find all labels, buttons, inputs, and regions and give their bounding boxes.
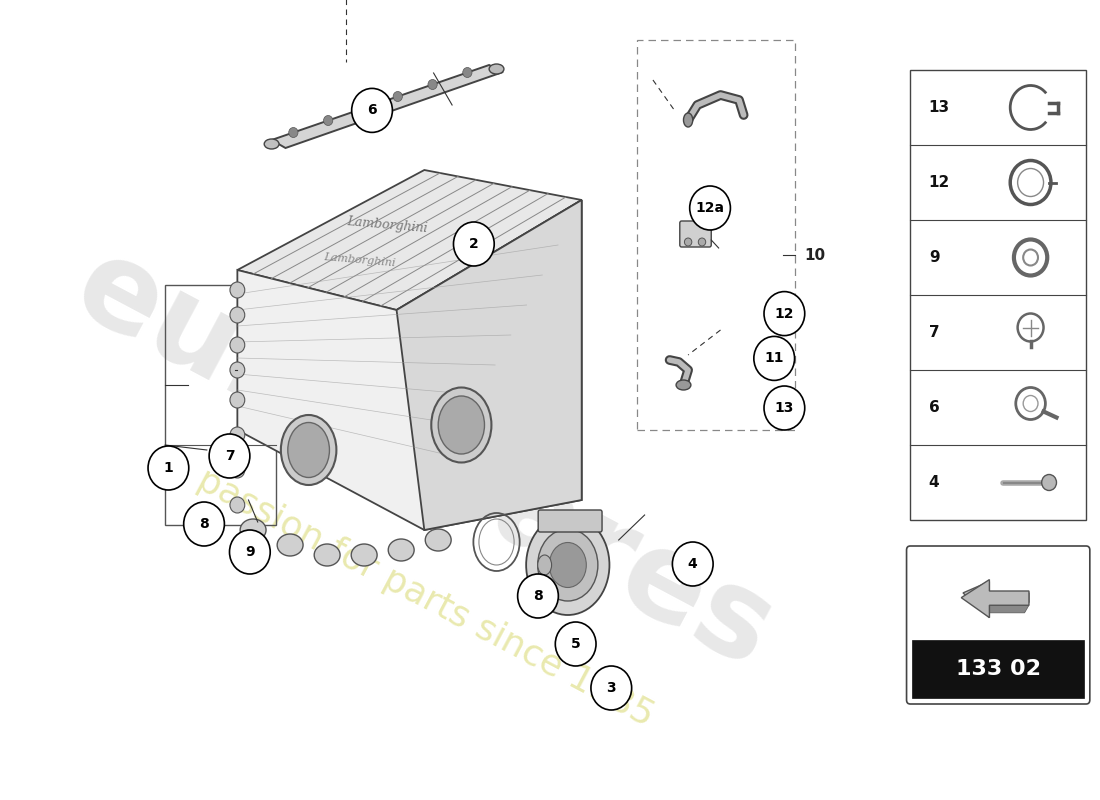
Text: 12a: 12a — [695, 201, 725, 215]
Polygon shape — [272, 65, 503, 148]
Ellipse shape — [438, 396, 484, 454]
Circle shape — [230, 337, 245, 353]
Circle shape — [591, 666, 631, 710]
Text: 12: 12 — [774, 306, 794, 321]
Circle shape — [288, 127, 298, 138]
Ellipse shape — [264, 139, 279, 149]
Ellipse shape — [490, 64, 504, 74]
Text: 8: 8 — [199, 517, 209, 531]
Ellipse shape — [538, 529, 598, 601]
Circle shape — [672, 542, 713, 586]
Text: 11: 11 — [764, 351, 784, 366]
Text: 133 02: 133 02 — [956, 659, 1041, 679]
Circle shape — [148, 446, 189, 490]
Ellipse shape — [315, 544, 340, 566]
Polygon shape — [238, 200, 582, 530]
Circle shape — [518, 574, 559, 618]
Text: 3: 3 — [606, 681, 616, 695]
Text: 4: 4 — [928, 475, 939, 490]
Ellipse shape — [280, 415, 337, 485]
Circle shape — [393, 91, 403, 102]
Circle shape — [698, 238, 706, 246]
Circle shape — [230, 392, 245, 408]
Circle shape — [690, 186, 730, 230]
Circle shape — [230, 307, 245, 323]
Ellipse shape — [426, 529, 451, 551]
Circle shape — [352, 88, 393, 133]
Polygon shape — [962, 582, 1028, 618]
Circle shape — [556, 622, 596, 666]
Text: 6: 6 — [928, 400, 939, 415]
Text: a passion for parts since 1985: a passion for parts since 1985 — [162, 447, 659, 733]
Polygon shape — [984, 606, 1028, 613]
Text: 9: 9 — [245, 545, 255, 559]
Ellipse shape — [526, 515, 609, 615]
Circle shape — [230, 497, 245, 513]
Text: 9: 9 — [928, 250, 939, 265]
Ellipse shape — [549, 542, 586, 587]
Circle shape — [230, 427, 245, 443]
Circle shape — [764, 386, 805, 430]
Ellipse shape — [388, 539, 414, 561]
Text: 2: 2 — [469, 237, 478, 251]
FancyBboxPatch shape — [538, 510, 602, 532]
Text: 1: 1 — [164, 461, 174, 475]
Circle shape — [184, 502, 224, 546]
Text: Lamborghini: Lamborghini — [346, 215, 428, 235]
Text: 13: 13 — [928, 100, 950, 115]
Text: 5: 5 — [571, 637, 581, 651]
Text: 7: 7 — [928, 325, 939, 340]
Circle shape — [754, 336, 794, 381]
Text: 7: 7 — [224, 449, 234, 463]
Ellipse shape — [431, 387, 492, 462]
Text: 4: 4 — [688, 557, 697, 571]
Ellipse shape — [288, 422, 330, 478]
Circle shape — [428, 79, 437, 90]
Text: 13: 13 — [774, 401, 794, 415]
Text: Lamborghini: Lamborghini — [323, 252, 396, 268]
FancyBboxPatch shape — [912, 640, 1085, 698]
Ellipse shape — [538, 555, 551, 575]
Ellipse shape — [240, 519, 266, 541]
Ellipse shape — [683, 113, 693, 127]
Circle shape — [323, 115, 333, 126]
Polygon shape — [397, 200, 582, 530]
FancyBboxPatch shape — [911, 70, 1086, 520]
Circle shape — [453, 222, 494, 266]
Circle shape — [684, 238, 692, 246]
Ellipse shape — [351, 544, 377, 566]
Text: 6: 6 — [367, 103, 377, 118]
Circle shape — [1042, 474, 1056, 490]
Circle shape — [359, 103, 367, 114]
Polygon shape — [961, 579, 1028, 618]
Text: 10: 10 — [804, 247, 825, 262]
Circle shape — [463, 67, 472, 78]
Circle shape — [209, 434, 250, 478]
Text: 8: 8 — [534, 589, 543, 603]
Ellipse shape — [277, 534, 304, 556]
FancyBboxPatch shape — [680, 221, 712, 247]
Polygon shape — [238, 170, 582, 310]
FancyBboxPatch shape — [906, 546, 1090, 704]
Ellipse shape — [676, 380, 691, 390]
Circle shape — [230, 362, 245, 378]
Text: 12: 12 — [928, 175, 950, 190]
Circle shape — [230, 282, 245, 298]
Text: eurospares: eurospares — [56, 227, 793, 693]
Circle shape — [230, 530, 271, 574]
Circle shape — [230, 462, 245, 478]
Circle shape — [764, 292, 805, 336]
